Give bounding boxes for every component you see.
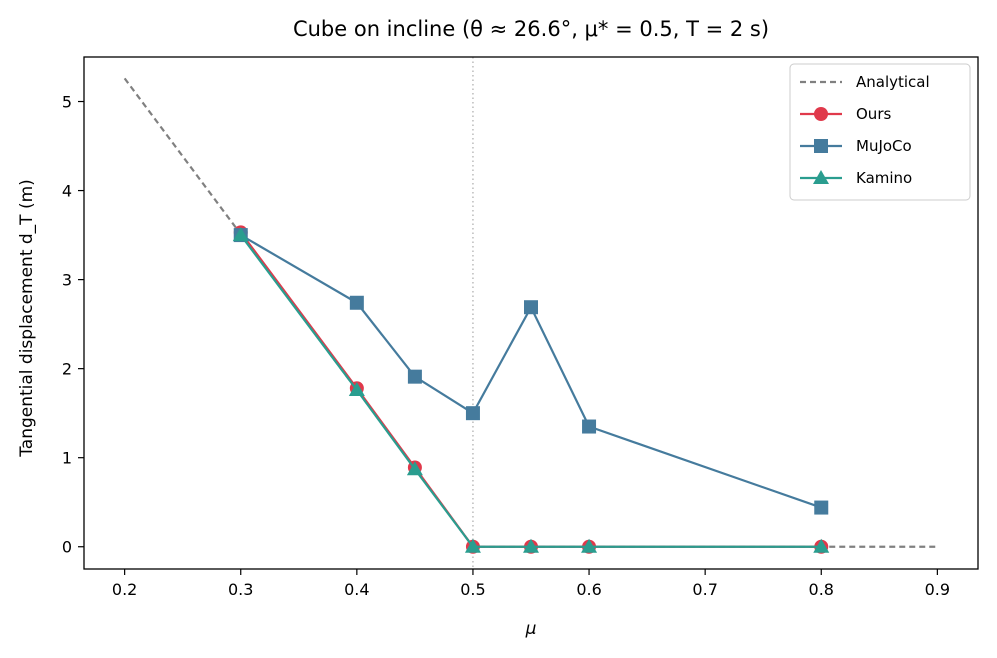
y-tick-label: 4 [62,182,72,201]
y-tick-label: 3 [62,271,72,290]
series-line-kamino [239,234,822,548]
x-tick-label: 0.8 [809,580,834,599]
y-axis-label: Tangential displacement d_T (m) [17,179,37,458]
point-mujoco [524,300,538,315]
y-tick-label: 2 [62,360,72,379]
point-kamino [813,538,830,553]
point-kamino [406,461,423,476]
legend-marker-kamino [813,170,829,184]
point-kamino [581,538,598,553]
point-kamino [232,227,249,242]
point-kamino [523,538,539,553]
point-mujoco [407,369,422,384]
series-line-mujoco [240,234,822,509]
series-line-ours [239,231,822,548]
y-tick-label: 0 [62,538,72,557]
point-kamino [348,382,365,397]
point-mujoco [814,500,829,515]
legend-marker-ours [814,107,828,121]
legend-label-mujoco: MuJoCo [856,137,912,155]
point-kamino [464,538,481,553]
x-tick-label: 0.3 [228,580,253,599]
y-tick-label: 1 [62,449,72,468]
plot-area: 0.2 0.3 0.4 0.5 0.6 0.7 0.8 0.9 0 1 2 3 4 5 [62,56,979,599]
point-mujoco [349,295,364,310]
x-tick-label: 0.6 [576,580,601,599]
point-mujoco [465,406,480,421]
x-tick-label: 0.5 [460,580,485,599]
legend-marker-mujoco [814,139,828,153]
legend-label-ours: Ours [856,105,891,123]
legend-label-kamino: Kamino [856,169,912,187]
axes-frame [83,56,979,570]
x-tick-label: 0.9 [925,580,950,599]
x-tick-label: 0.2 [112,580,137,599]
legend: Analytical Ours MuJoCo Kamino [789,63,971,201]
y-tick-label: 5 [62,93,72,112]
legend-label-analytical: Analytical [856,73,930,91]
x-tick-label: 0.4 [344,580,369,599]
chart-title: Cube on incline (θ ≈ 26.6°, μ* = 0.5, T … [293,17,769,41]
x-tick-label: 0.7 [692,580,717,599]
legend-box [789,63,971,201]
x-axis-label: μ [525,619,537,639]
point-mujoco [582,419,597,434]
